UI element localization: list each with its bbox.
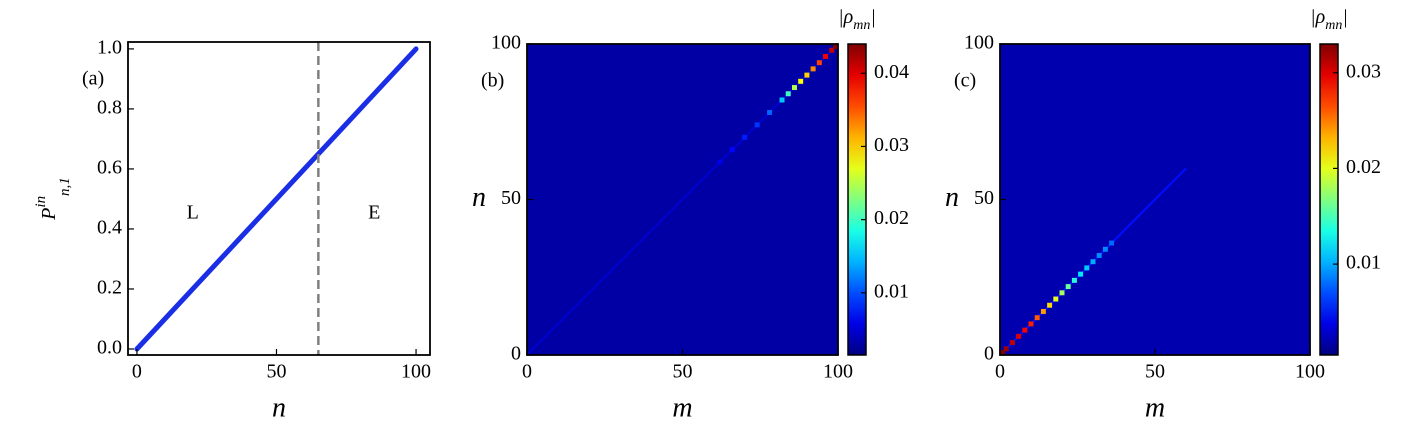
heatmap-cell — [1022, 327, 1028, 333]
heatmap-cell — [1109, 240, 1115, 246]
heatmap-cell — [829, 47, 835, 53]
colorbar-label-part: | — [870, 6, 876, 28]
y-tick-label: 0.6 — [97, 157, 122, 179]
y-axis-label: Pin n,1 — [33, 177, 73, 221]
heatmap-cell — [1040, 308, 1046, 314]
y-tick-label: 100 — [491, 32, 521, 54]
heatmap-cell — [717, 159, 723, 165]
heatmap-cell — [810, 66, 816, 72]
heatmap-cell — [816, 60, 822, 66]
y-tick-label: 1.0 — [97, 36, 122, 58]
heatmap-cell — [1028, 321, 1034, 327]
region-label: E — [368, 202, 380, 224]
x-axis-label: m — [672, 392, 692, 423]
colorbar-tick-label: 0.02 — [1346, 156, 1381, 178]
region-label: L — [187, 202, 199, 224]
heatmap-cell — [1053, 296, 1059, 302]
panel-label: (b) — [481, 70, 504, 92]
heatmap-cell — [833, 44, 838, 49]
colorbar-tick-label: 0.04 — [874, 61, 909, 83]
y-axis-label-part: in — [33, 196, 49, 208]
y-tick-label: 50 — [501, 187, 521, 209]
heatmap-cell — [791, 85, 797, 91]
x-tick-label: 100 — [1295, 361, 1325, 383]
colorbar-tick-label: 0.01 — [874, 280, 909, 302]
panel: 0.01 0.02 0.03 n 0 50 100 0 50 100 m (c) — [945, 32, 1381, 424]
colorbar-tick-label: 0.01 — [1346, 252, 1381, 274]
colorbar — [1319, 43, 1339, 356]
panel: L E 0 50 100 0.0 0.2 0.4 0.6 0.8 1.0 n (a) — [82, 36, 431, 423]
heatmap-cell — [1047, 302, 1053, 308]
y-tick-label: 0 — [984, 343, 994, 365]
y-axis-label: n — [945, 182, 959, 213]
x-tick-label: 0 — [132, 361, 142, 383]
colorbar-label: |ρmn| — [838, 6, 876, 33]
data-line — [134, 46, 419, 352]
heatmap-cell — [779, 97, 785, 103]
y-axis-label-part: P — [38, 208, 60, 221]
heatmap-cell — [1000, 350, 1005, 355]
heatmap-cell — [1090, 259, 1096, 265]
colorbar-tick-label: 0.02 — [874, 207, 909, 229]
y-tick-label: 0 — [511, 343, 521, 365]
colorbar-label-part: | — [1342, 6, 1348, 28]
y-tick-label: 0.4 — [97, 217, 122, 239]
heatmap-cell — [729, 147, 735, 153]
heatmap-cell — [798, 78, 804, 84]
heatmap-cell — [1084, 265, 1090, 271]
colorbar-tick-label: 0.03 — [1346, 60, 1381, 82]
heatmap-cell — [742, 134, 748, 140]
colorbar-label: |ρmn| — [1310, 6, 1348, 33]
y-tick-label: 0.8 — [97, 97, 122, 119]
x-tick-label: 0 — [522, 361, 532, 383]
heatmap-cell — [1003, 346, 1009, 352]
heatmap-cell — [1102, 246, 1108, 252]
panel: 0.01 0.02 0.03 0.04 n 0 50 100 0 50 100 m (b) — [472, 32, 909, 424]
y-tick-label: 100 — [964, 32, 994, 54]
x-tick-label: 100 — [401, 361, 431, 383]
heatmap-cell — [1078, 271, 1084, 277]
heatmap-cell — [1071, 277, 1077, 283]
colorbar-label-part: mn — [1325, 18, 1342, 33]
x-tick-label: 50 — [1145, 361, 1165, 383]
x-tick-label: 100 — [823, 361, 853, 383]
y-tick-label: 0.2 — [97, 277, 122, 299]
heatmap-cell — [1065, 284, 1071, 290]
colorbar-label-part: mn — [853, 18, 870, 33]
heatmap-cell — [1096, 253, 1102, 258]
colorbar-label-part: |ρ — [838, 6, 853, 28]
panel-label: (c) — [954, 70, 976, 92]
y-tick-label: 0.0 — [97, 337, 122, 359]
y-axis-label-part: n,1 — [57, 177, 73, 196]
y-tick-label: 50 — [974, 187, 994, 209]
x-tick-label: 50 — [673, 361, 693, 383]
heatmap-cell — [1059, 290, 1065, 296]
x-tick-label: 50 — [266, 361, 286, 383]
x-tick-label: 0 — [995, 361, 1005, 383]
heatmap-cell — [1016, 333, 1022, 339]
colorbar — [847, 43, 867, 356]
heatmap-cell — [1009, 340, 1015, 346]
heatmap-cell — [804, 72, 810, 78]
heatmap-cell — [754, 122, 760, 128]
colorbar-label-part: |ρ — [1310, 6, 1325, 28]
panel-label: (a) — [82, 68, 104, 90]
plot-frame — [127, 41, 431, 356]
heatmap-cell — [767, 109, 773, 115]
heatmap-cell — [785, 91, 791, 97]
heatmap-cell — [1034, 315, 1040, 321]
y-axis-label: n — [472, 182, 486, 213]
x-axis-label: n — [272, 392, 286, 423]
heatmap-cell — [823, 53, 829, 59]
colorbar-tick-label: 0.03 — [874, 134, 909, 156]
x-axis-label: m — [1145, 392, 1165, 423]
